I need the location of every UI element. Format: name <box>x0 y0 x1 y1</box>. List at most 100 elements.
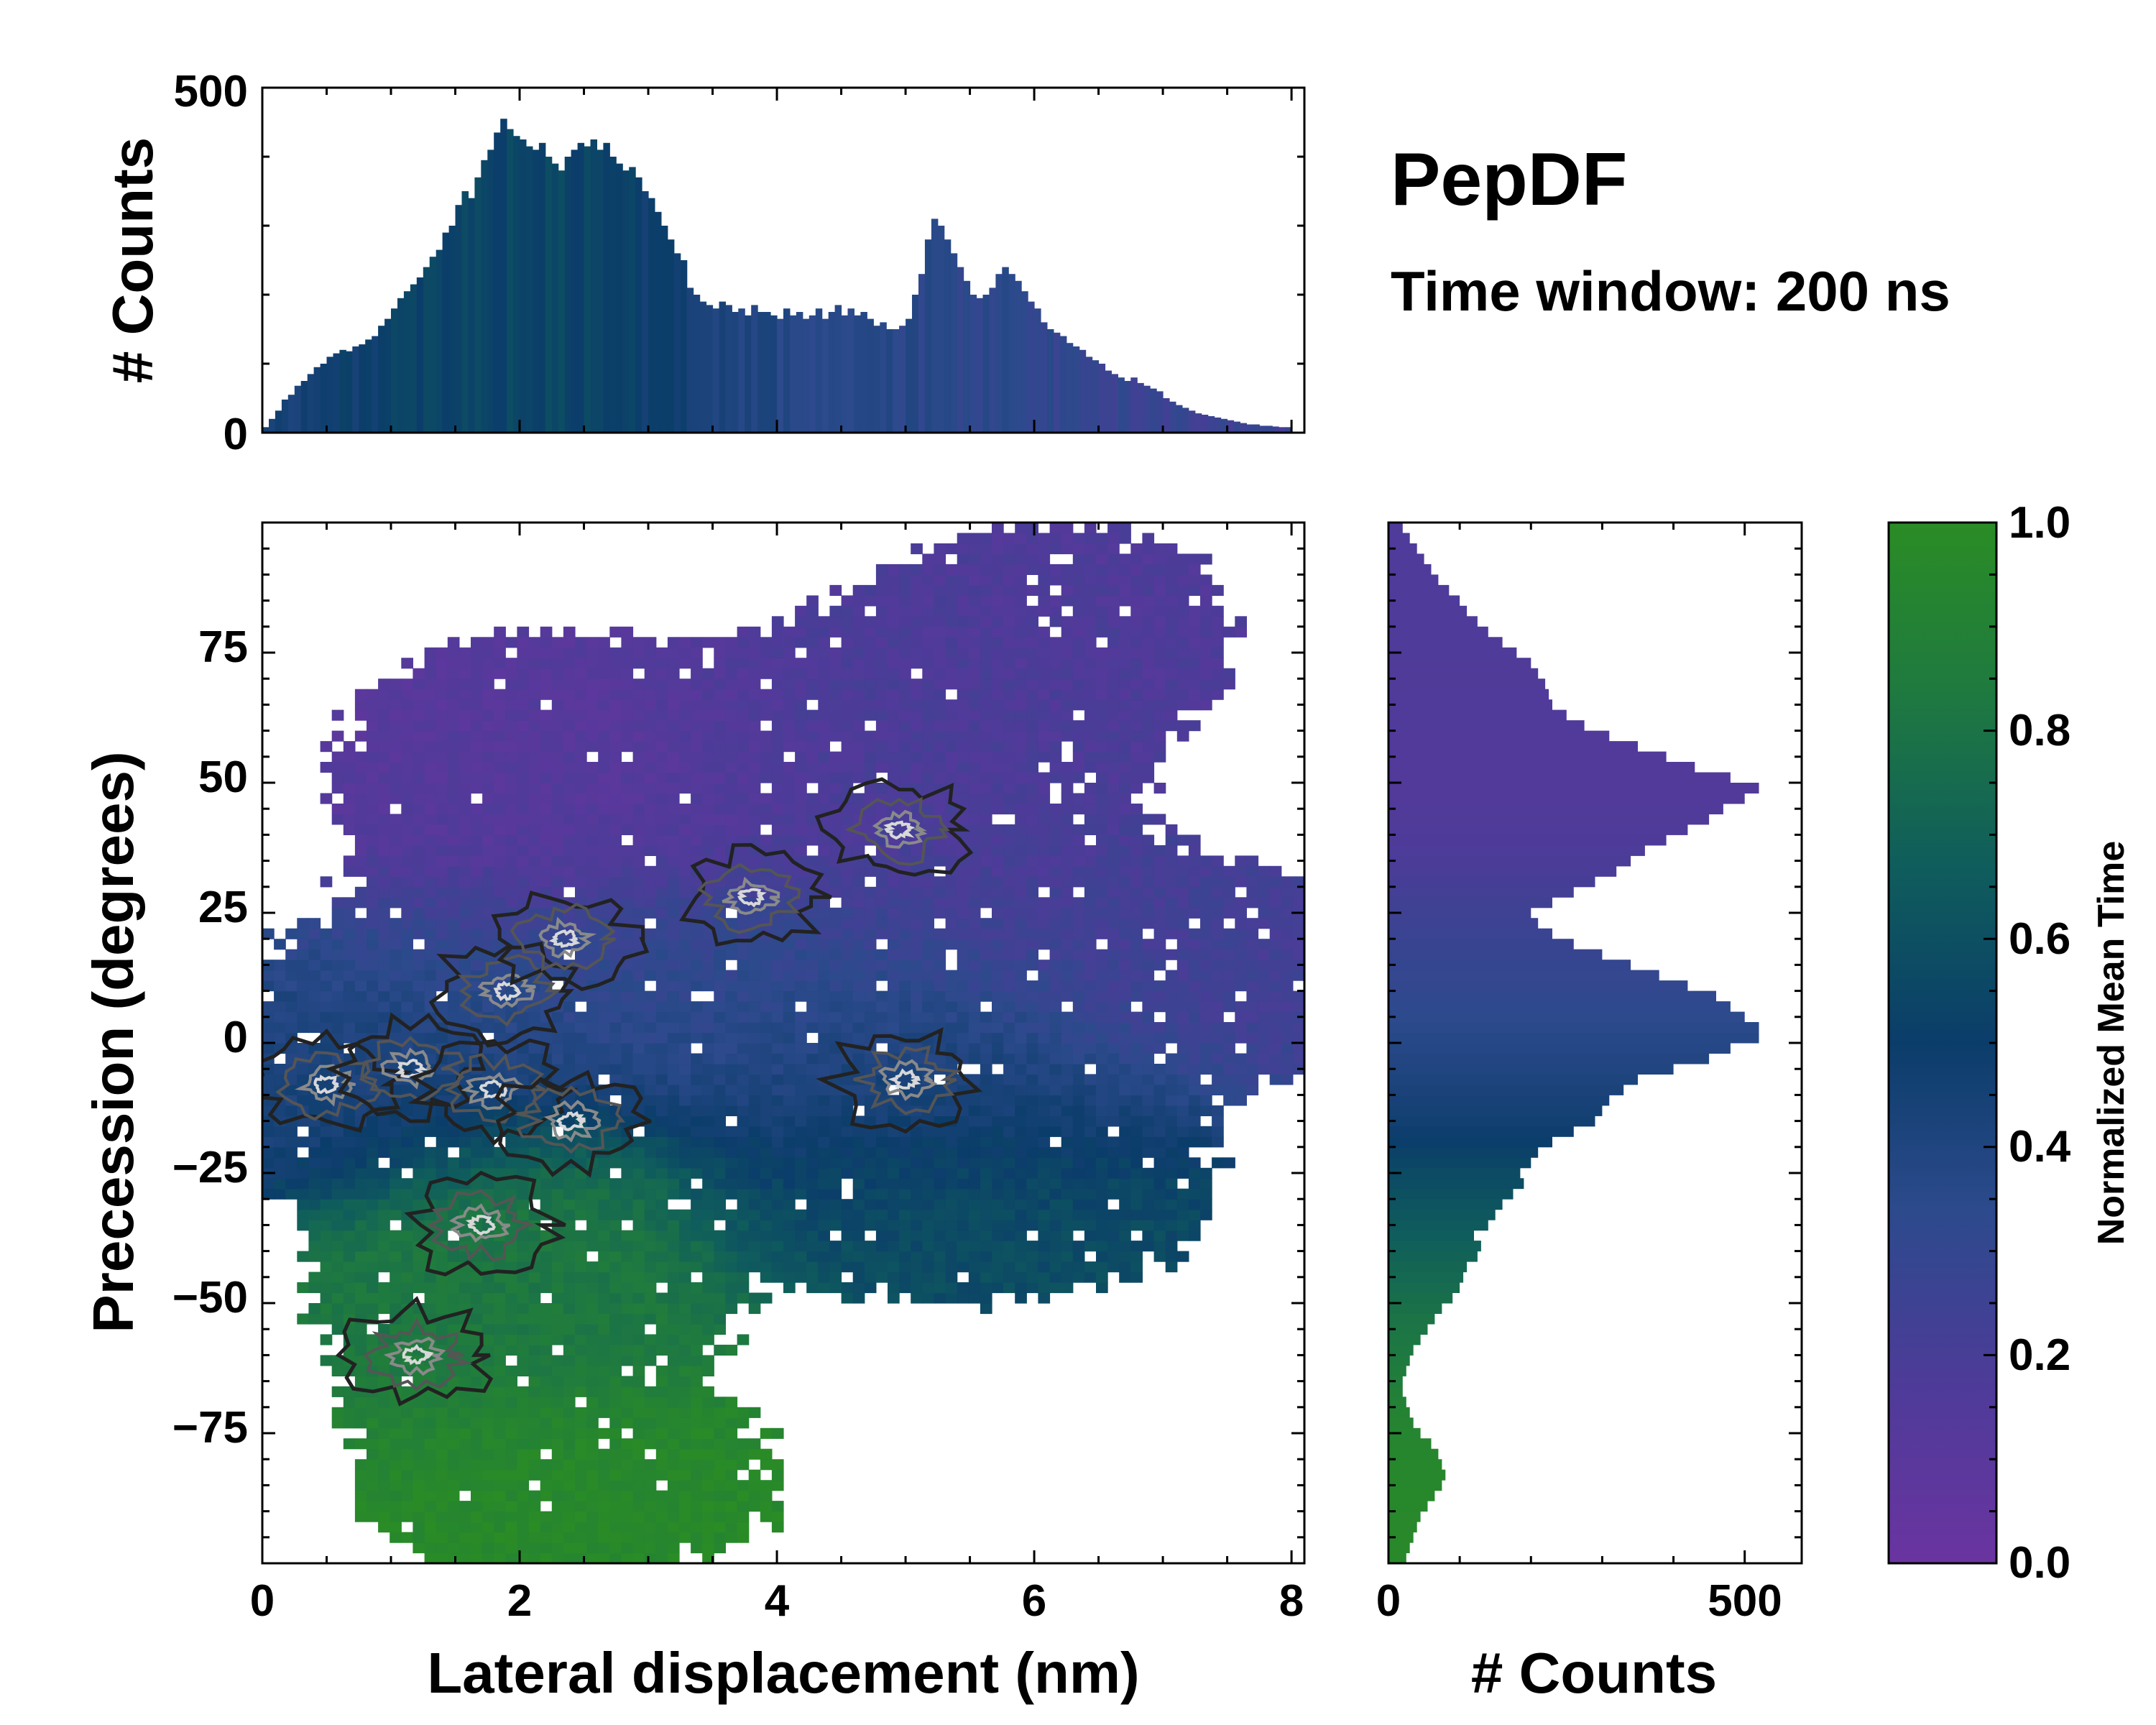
heatmap-cell <box>795 834 807 846</box>
heatmap-cell <box>390 855 402 867</box>
heatmap-cell <box>424 1532 437 1543</box>
heatmap-cell <box>563 865 576 877</box>
heatmap-cell <box>992 876 1004 888</box>
heatmap-cell <box>737 1188 750 1200</box>
heatmap-cell <box>413 865 425 877</box>
heatmap-cell <box>992 1011 1004 1023</box>
heatmap-cell <box>702 907 714 919</box>
heatmap-cell <box>864 865 877 877</box>
top-histogram-bar <box>1047 329 1054 433</box>
heatmap-cell <box>655 907 668 919</box>
heatmap-cell <box>888 730 900 742</box>
heatmap-cell <box>1003 1064 1015 1075</box>
heatmap-cell <box>760 1501 773 1512</box>
heatmap-cell <box>783 626 796 638</box>
heatmap-cell <box>888 1230 900 1241</box>
heatmap-cell <box>401 1407 413 1418</box>
heatmap-cell <box>367 1011 379 1023</box>
heatmap-cell <box>632 772 645 783</box>
heatmap-cell <box>436 1365 448 1376</box>
heatmap-cell <box>494 1376 506 1387</box>
heatmap-cell <box>1003 678 1015 690</box>
heatmap-cell <box>598 1230 610 1241</box>
heatmap-cell <box>436 1282 448 1294</box>
heatmap-cell <box>343 772 356 783</box>
heatmap-cell <box>783 709 796 721</box>
heatmap-cell <box>1003 709 1015 721</box>
heatmap-cell <box>575 1438 587 1450</box>
heatmap-cell <box>494 1438 506 1450</box>
heatmap-cell <box>945 709 958 721</box>
heatmap-cell <box>795 1011 807 1023</box>
heatmap-cell <box>285 970 298 981</box>
heatmap-cell <box>505 1292 517 1304</box>
heatmap-cell <box>702 637 714 648</box>
heatmap-cell <box>818 1261 830 1273</box>
heatmap-cell <box>378 741 390 753</box>
heatmap-cell <box>806 741 819 753</box>
heatmap-cell <box>644 1490 657 1501</box>
heatmap-cell <box>621 1448 634 1460</box>
heatmap-cell <box>517 1157 530 1169</box>
heatmap-cell <box>285 1157 298 1169</box>
heatmap-cell <box>632 689 645 700</box>
heatmap-cell <box>888 1178 900 1190</box>
heatmap-cell <box>888 1167 900 1179</box>
heatmap-cell <box>621 907 634 919</box>
heatmap-cell <box>864 730 877 742</box>
heatmap-cell <box>818 1220 830 1231</box>
heatmap-cell <box>343 1199 356 1210</box>
heatmap-cell <box>586 1522 599 1533</box>
heatmap-cell <box>354 1271 367 1283</box>
heatmap-cell <box>367 1376 379 1387</box>
heatmap-cell <box>737 1459 750 1471</box>
heatmap-cell <box>494 658 506 669</box>
heatmap-cell <box>725 699 738 711</box>
heatmap-cell <box>598 1199 610 1210</box>
heatmap-cell <box>980 804 992 815</box>
heatmap-cell <box>795 1105 807 1116</box>
heatmap-cell <box>459 1522 471 1533</box>
heatmap-cell <box>262 1146 275 1158</box>
heatmap-cell <box>297 1095 309 1106</box>
heatmap-cell <box>598 793 610 804</box>
heatmap-cell <box>655 834 668 846</box>
heatmap-cell <box>1003 1116 1015 1127</box>
heatmap-cell <box>621 1417 634 1429</box>
heatmap-cell <box>737 1105 750 1116</box>
heatmap-cell <box>702 1355 714 1366</box>
heatmap-cell <box>586 1230 599 1241</box>
heatmap-cell <box>992 1105 1004 1116</box>
heatmap-cell <box>297 939 309 950</box>
heatmap-cell <box>413 1271 425 1283</box>
heatmap-cell <box>957 709 969 721</box>
heatmap-cell <box>922 730 934 742</box>
heatmap-cell <box>945 834 958 846</box>
heatmap-cell <box>945 1199 958 1210</box>
heatmap-cell <box>586 783 599 794</box>
heatmap-cell <box>424 1303 437 1315</box>
heatmap-cell <box>806 647 819 658</box>
heatmap-cell <box>354 1417 367 1429</box>
top-histogram-bar <box>635 177 642 433</box>
heatmap-cell <box>725 1001 738 1013</box>
heatmap-cell <box>563 1199 576 1210</box>
heatmap-cell <box>806 1209 819 1220</box>
heatmap-cell <box>644 1209 657 1220</box>
heatmap-cell <box>632 1157 645 1169</box>
heatmap-cell <box>702 1522 714 1533</box>
heatmap-cell <box>679 949 691 960</box>
heatmap-cell <box>609 1448 622 1460</box>
heatmap-cell <box>436 834 448 846</box>
heatmap-cell <box>992 543 1004 555</box>
heatmap-cell <box>413 1282 425 1294</box>
heatmap-cell <box>841 1116 854 1127</box>
heatmap-cell <box>655 730 668 742</box>
heatmap-cell <box>517 793 530 804</box>
heatmap-cell <box>737 1511 750 1522</box>
top-histogram-bar <box>828 312 836 433</box>
heatmap-cell <box>1003 1282 1015 1294</box>
heatmap-cell <box>911 907 923 919</box>
heatmap-cell <box>888 741 900 753</box>
heatmap-cell <box>702 949 714 960</box>
